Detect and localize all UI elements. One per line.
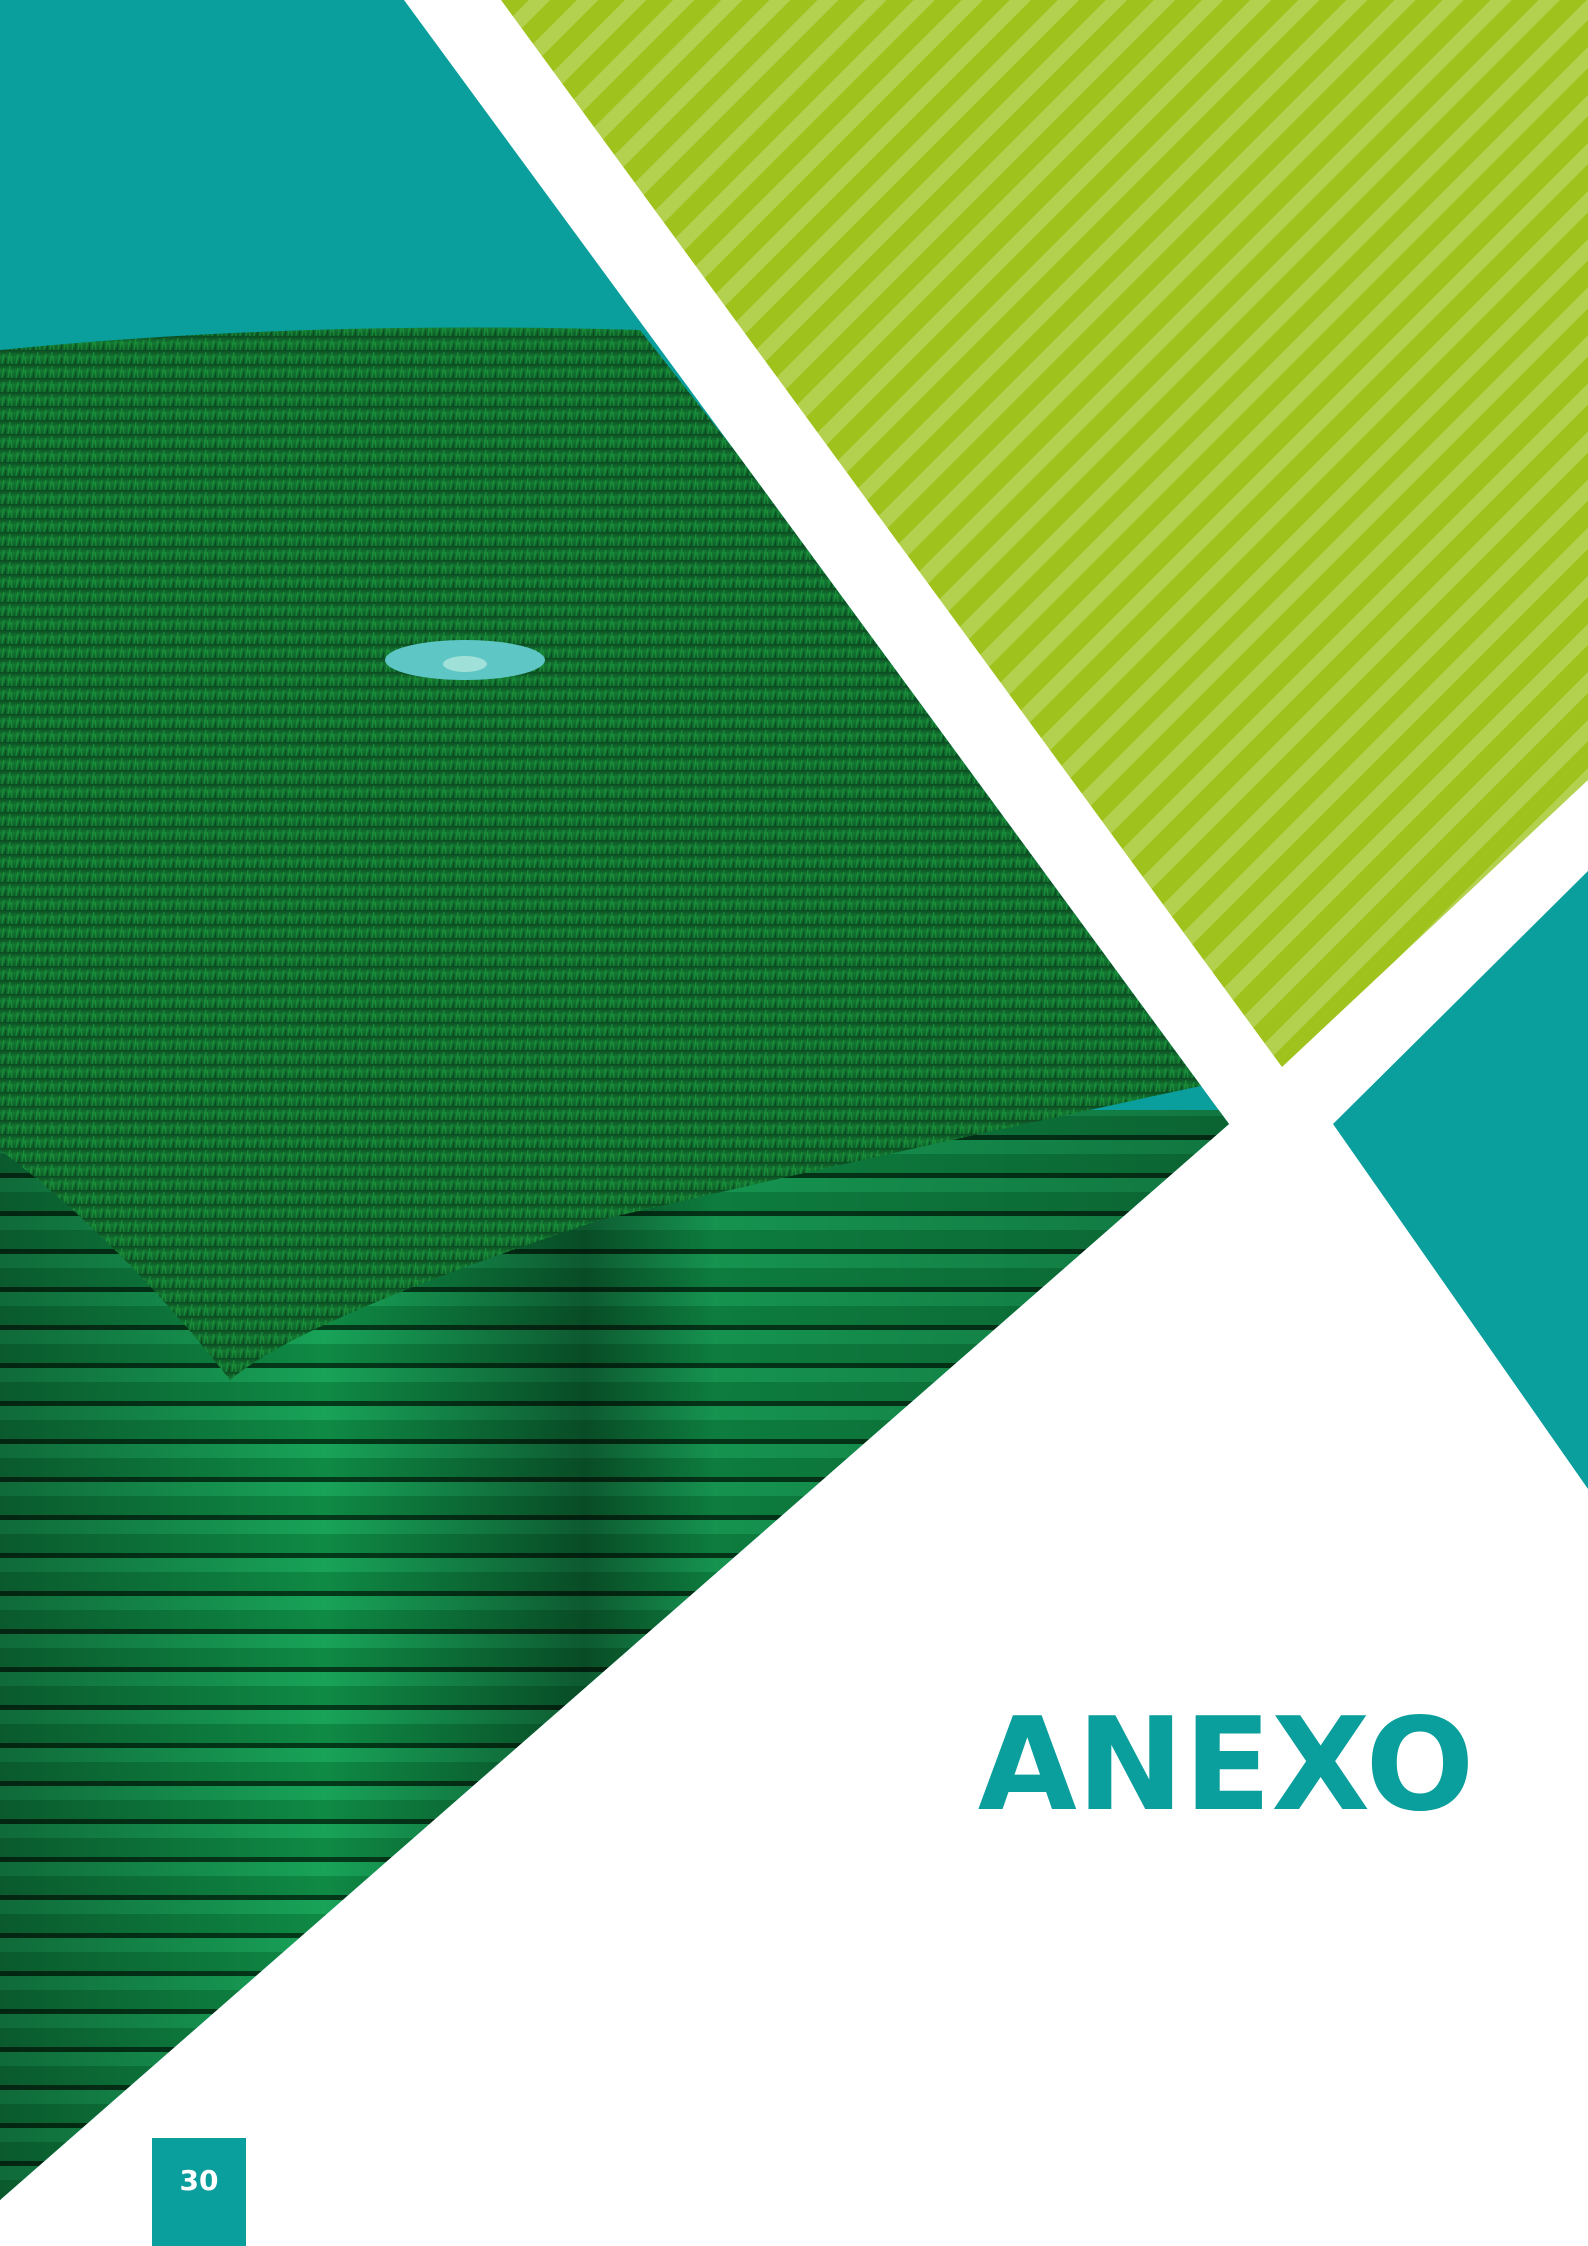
striped-panel (501, 0, 1588, 1067)
teal-triangle (1333, 871, 1588, 1489)
page-number-box (152, 2138, 246, 2246)
page-number: 30 (180, 2164, 219, 2197)
section-title: ANEXO (978, 1691, 1475, 1840)
